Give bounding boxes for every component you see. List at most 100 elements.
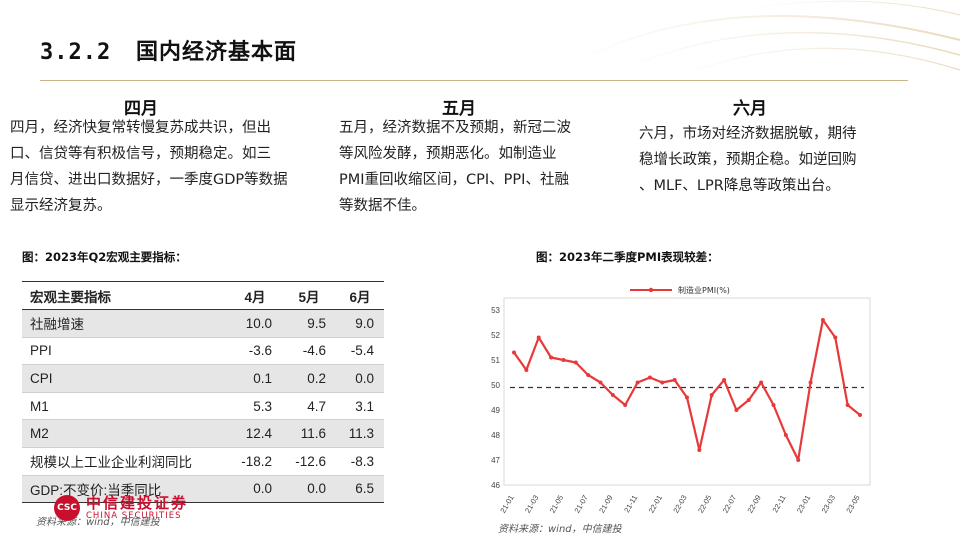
- text-line: 月信贷、进出口数据好，一季度GDP等数据: [10, 172, 288, 188]
- data-point: [647, 375, 652, 380]
- table-row: 规模以上工业企业利润同比 -18.2 -12.6 -8.3: [22, 447, 384, 476]
- text-line: 稳增长政策，预期企稳。如逆回购: [639, 152, 857, 168]
- data-point: [598, 380, 603, 385]
- data-point: [808, 380, 813, 385]
- x-tick-label: 22-11: [770, 494, 787, 515]
- cell-value: -5.4: [336, 337, 384, 366]
- decorative-swirl: [559, 0, 960, 86]
- row-label: CPI: [22, 364, 228, 393]
- data-point: [746, 398, 751, 402]
- data-point: [623, 403, 628, 407]
- data-point: [512, 350, 516, 355]
- logo-en: CHINA SECURITIES: [86, 511, 182, 521]
- logo-text: 中信建投证券 CHINA SECURITIES: [86, 495, 188, 521]
- data-point: [610, 393, 615, 397]
- cell-value: 0.0: [336, 364, 384, 393]
- cell-value: -8.3: [336, 447, 384, 476]
- y-tick-label: 51: [491, 356, 500, 365]
- row-label: M1: [22, 392, 228, 421]
- row-label: 社融增速: [22, 309, 228, 338]
- y-tick-label: 46: [491, 481, 500, 490]
- row-label: M2: [22, 419, 228, 448]
- cell-value: 0.1: [228, 364, 283, 393]
- cell-value: -3.6: [228, 337, 283, 366]
- table-header-may: 5月: [282, 281, 337, 310]
- column-text-may: 五月，经济数据不及预期，新冠二波 等风险发酵，预期恶化。如制造业 PMI重回收缩…: [339, 115, 571, 219]
- cell-value: 11.3: [336, 419, 384, 448]
- y-tick-label: 48: [491, 431, 500, 440]
- y-tick-label: 49: [491, 406, 500, 415]
- chart-source: 资料来源：wind，中信建投: [498, 524, 622, 535]
- x-tick-label: 23-01: [795, 494, 812, 515]
- data-point: [549, 355, 554, 360]
- y-tick-label: 47: [491, 456, 500, 465]
- section-number: 3.2.2: [40, 40, 112, 65]
- data-point: [536, 335, 541, 340]
- data-point: [858, 413, 862, 417]
- table-row: PPI -3.6 -4.6 -5.4: [22, 337, 384, 366]
- x-tick-label: 22-05: [696, 494, 713, 515]
- data-point: [685, 395, 689, 400]
- table-row: M2 12.4 11.6 11.3: [22, 419, 384, 448]
- cell-value: -18.2: [228, 447, 283, 476]
- logo-mark-icon: CSC: [54, 495, 80, 521]
- data-point: [561, 358, 566, 362]
- table-row: 社融增速 10.0 9.5 9.0: [22, 309, 384, 338]
- data-point: [573, 360, 578, 365]
- text-line: 口、信贷等有积极信号，预期稳定。如三: [10, 146, 271, 162]
- data-point: [771, 403, 776, 407]
- cell-value: 12.4: [228, 419, 283, 448]
- text-line: 显示经济复苏。: [10, 198, 112, 214]
- data-point: [734, 408, 739, 412]
- legend-label: 制造业PMI(%): [678, 285, 730, 295]
- y-tick-label: 52: [491, 331, 500, 340]
- cell-value: 9.0: [336, 309, 384, 338]
- cell-value: 6.5: [336, 475, 384, 504]
- column-head-may: 五月: [442, 99, 476, 119]
- series-line: [513, 318, 861, 462]
- text-line: 四月，经济快复常转慢复苏成共识，但出: [10, 120, 271, 136]
- legend-marker: [648, 287, 654, 293]
- cell-value: 4.7: [282, 392, 337, 421]
- row-label: GDP:不变价:当季同比: [22, 475, 228, 504]
- text-line: 等风险发酵，预期恶化。如制造业: [339, 146, 557, 162]
- x-tick-label: 23-03: [820, 494, 837, 515]
- section-title: 国内经济基本面: [136, 40, 298, 65]
- table-header-indicator: 宏观主要指标: [22, 281, 228, 310]
- x-tick-label: 21-11: [622, 494, 639, 515]
- company-logo: CSC 中信建投证券 CHINA SECURITIES: [54, 495, 188, 521]
- table-header-june: 6月: [336, 281, 384, 310]
- table-row: M1 5.3 4.7 3.1: [22, 392, 384, 421]
- text-line: 五月，经济数据不及预期，新冠二波: [339, 120, 571, 136]
- table-header-april: 4月: [228, 281, 283, 310]
- title-divider: [40, 80, 908, 81]
- logo-cn: 中信建投证券: [86, 494, 189, 512]
- data-point: [845, 403, 850, 407]
- table-source: 资料来源：wind，中信建投: [36, 517, 160, 528]
- data-point: [635, 380, 640, 385]
- x-tick-label: 21-07: [572, 494, 589, 515]
- cell-value: -4.6: [282, 337, 337, 366]
- cell-value: 0.2: [282, 364, 337, 393]
- text-line: 等数据不佳。: [339, 198, 426, 214]
- cell-value: 9.5: [282, 309, 337, 338]
- table-caption: 图：2023年Q2宏观主要指标：: [22, 250, 187, 264]
- data-point: [722, 378, 727, 382]
- page-title: 3.2.2 国内经济基本面: [40, 34, 297, 66]
- table-header-row: 宏观主要指标 4月 5月 6月: [22, 281, 384, 310]
- cell-value: 11.6: [282, 419, 337, 448]
- text-line: PMI重回收缩区间，CPI、PPI、社融: [339, 172, 569, 188]
- x-tick-label: 21-01: [498, 494, 515, 515]
- plot-frame: [503, 297, 871, 486]
- y-tick-label: 50: [491, 381, 500, 390]
- table-row: GDP:不变价:当季同比 0.0 0.0 6.5: [22, 475, 384, 504]
- y-tick-label: 53: [491, 306, 500, 315]
- cell-value: 0.0: [228, 475, 283, 504]
- column-head-june: 六月: [733, 99, 767, 119]
- cell-value: 0.0: [282, 475, 337, 504]
- data-point: [833, 335, 838, 340]
- text-line: 、MLF、LPR降息等政策出台。: [639, 178, 840, 194]
- data-point: [709, 393, 714, 397]
- row-label: 规模以上工业企业利润同比: [22, 447, 228, 476]
- column-text-june: 六月，市场对经济数据脱敏，期待 稳增长政策，预期企稳。如逆回购 、MLF、LPR…: [639, 121, 857, 199]
